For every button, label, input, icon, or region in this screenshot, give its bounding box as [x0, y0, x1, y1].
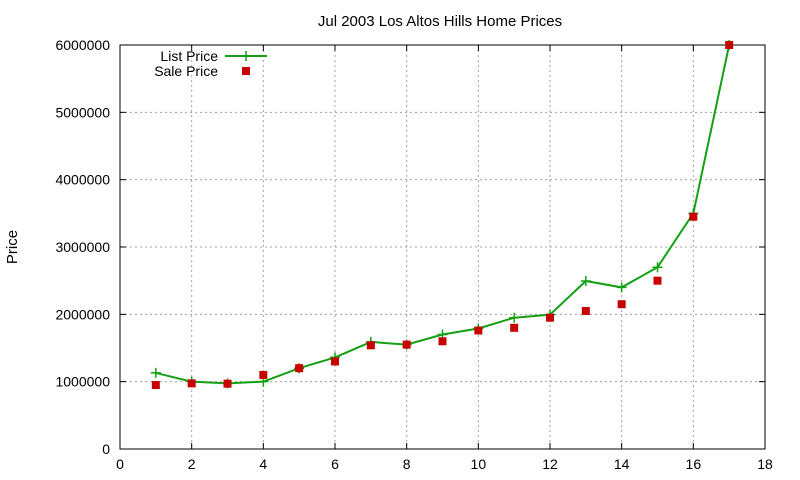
point-sale-price — [474, 326, 483, 335]
legend-marker-list-price — [241, 51, 251, 61]
point-sale-price — [151, 381, 160, 390]
x-tick-label: 2 — [188, 456, 196, 472]
point-sale-price — [581, 306, 590, 315]
point-sale-price — [725, 41, 734, 49]
point-sale-price — [689, 212, 698, 221]
point-list-price — [150, 367, 161, 378]
point-list-price — [652, 262, 663, 273]
point-sale-price — [259, 370, 268, 379]
point-sale-price — [223, 379, 232, 388]
x-tick-label: 12 — [542, 456, 558, 472]
grid — [120, 45, 765, 449]
point-sale-price — [187, 379, 196, 388]
point-sale-price — [510, 323, 519, 332]
y-tick-label: 3000000 — [55, 239, 110, 255]
point-sale-price — [402, 340, 411, 349]
x-tick-label: 14 — [614, 456, 630, 472]
y-axis-label: Price — [4, 230, 21, 264]
chart-title: Jul 2003 Los Altos Hills Home Prices — [318, 13, 562, 30]
series — [150, 40, 735, 390]
y-tick-label: 6000000 — [55, 37, 110, 53]
point-sale-price — [653, 276, 662, 285]
y-tick-label: 5000000 — [55, 104, 110, 120]
y-tick-label: 4000000 — [55, 172, 110, 188]
point-sale-price — [295, 364, 304, 373]
point-sale-price — [617, 300, 626, 309]
x-tick-label: 6 — [331, 456, 339, 472]
legend-marker-sale-price — [242, 67, 250, 75]
axes-ticks: 0 2 4 6 8 10 12 14 16 18 0 1000000 2000000 3000000 400… — [55, 37, 773, 472]
x-tick-label: 0 — [116, 456, 124, 472]
x-tick-label: 18 — [757, 456, 773, 472]
x-tick-label: 10 — [471, 456, 487, 472]
legend-label-sale-price: Sale Price — [154, 63, 218, 79]
point-sale-price — [366, 341, 375, 350]
point-sale-price — [438, 337, 447, 346]
x-tick-label: 4 — [259, 456, 267, 472]
point-list-price — [616, 282, 627, 293]
x-tick-label: 8 — [403, 456, 411, 472]
point-list-price — [580, 276, 591, 287]
x-tick-label: 16 — [686, 456, 702, 472]
y-tick-label: 2000000 — [55, 306, 110, 322]
y-tick-label: 0 — [102, 441, 110, 457]
point-sale-price — [331, 357, 339, 366]
point-list-price — [509, 312, 520, 323]
y-tick-label: 1000000 — [55, 374, 110, 390]
point-sale-price — [546, 313, 554, 322]
legend-label-list-price: List Price — [160, 48, 218, 64]
legend: List Price Sale Price — [154, 48, 267, 79]
